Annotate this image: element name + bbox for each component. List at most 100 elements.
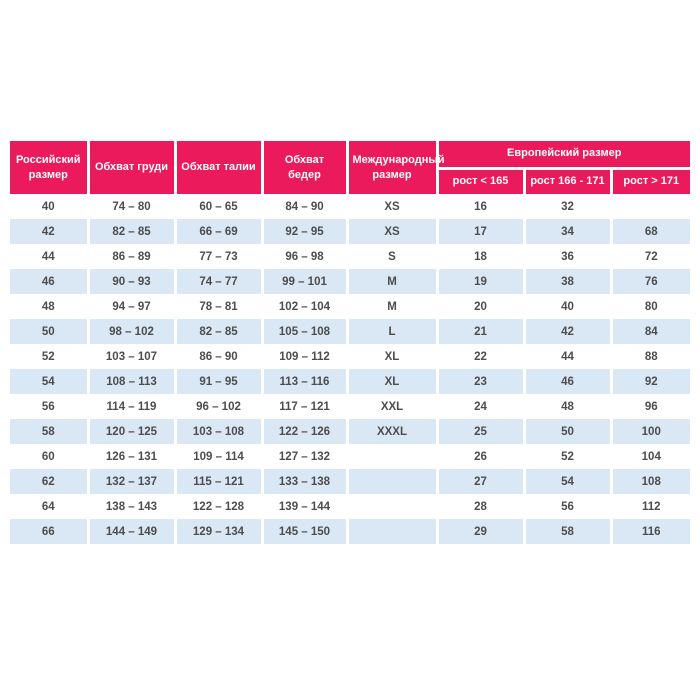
table-cell: 48 [522, 394, 611, 419]
header-waist: Обхват талии [173, 141, 262, 194]
table-row: 66 144 – 149 129 – 134 145 – 150 29 58 116 [10, 519, 691, 544]
table-cell: 17 [435, 219, 524, 244]
table-cell: 40 [10, 194, 88, 219]
table-cell [345, 444, 437, 469]
table-cell: 28 [435, 494, 524, 519]
table-cell: 66 [10, 519, 88, 544]
table-cell: 92 [609, 369, 691, 394]
table-cell: 24 [435, 394, 524, 419]
table-cell: XXXL [345, 419, 437, 444]
table-cell: 52 [10, 344, 88, 369]
table-cell: 26 [435, 444, 524, 469]
table-cell: 23 [435, 369, 524, 394]
table-cell: 34 [522, 219, 611, 244]
table-cell: 104 [609, 444, 691, 469]
table-cell: 88 [609, 344, 691, 369]
table-cell: 25 [435, 419, 524, 444]
table-cell: 103 – 108 [173, 419, 262, 444]
table-cell: 18 [435, 244, 524, 269]
table-cell: XS [345, 194, 437, 219]
table-cell: M [345, 294, 437, 319]
table-cell: 40 [522, 294, 611, 319]
table-cell: 80 [609, 294, 691, 319]
table-cell: 139 – 144 [260, 494, 347, 519]
table-row: 44 86 – 89 77 – 73 96 – 98 S 18 36 72 [10, 244, 691, 269]
table-cell: 58 [10, 419, 88, 444]
table-cell: 98 – 102 [86, 319, 175, 344]
header-russian-size: Российский размер [10, 141, 88, 194]
table-row: 46 90 – 93 74 – 77 99 – 101 M 19 38 76 [10, 269, 691, 294]
table-cell: 21 [435, 319, 524, 344]
table-row: 58 120 – 125 103 – 108 122 – 126 XXXL 25 50 100 [10, 419, 691, 444]
table-cell [345, 519, 437, 544]
table-cell: 114 – 119 [86, 394, 175, 419]
table-cell: 32 [522, 194, 611, 219]
table-cell: 46 [522, 369, 611, 394]
table-cell: 127 – 132 [260, 444, 347, 469]
table-cell: 122 – 126 [260, 419, 347, 444]
table-cell: 91 – 95 [173, 369, 262, 394]
table-cell: 82 – 85 [173, 319, 262, 344]
table-cell: 76 [609, 269, 691, 294]
table-row: 50 98 – 102 82 – 85 105 – 108 L 21 42 84 [10, 319, 691, 344]
header-international-size: Международный размер [345, 141, 445, 194]
size-chart-body: 40 74 – 80 60 – 65 84 – 90 XS 16 32 42 82 – 85 66… [10, 194, 691, 544]
table-cell: 66 – 69 [173, 219, 262, 244]
table-cell: 96 – 102 [173, 394, 262, 419]
table-cell: 56 [10, 394, 88, 419]
table-row: 40 74 – 80 60 – 65 84 – 90 XS 16 32 [10, 194, 691, 219]
table-cell: 92 – 95 [260, 219, 347, 244]
table-cell: S [345, 244, 437, 269]
header-height-166-171: рост 166 - 171 [522, 168, 611, 194]
table-cell: 52 [522, 444, 611, 469]
table-cell: 29 [435, 519, 524, 544]
table-cell: 58 [522, 519, 611, 544]
table-cell: 44 [522, 344, 611, 369]
table-cell: 60 – 65 [173, 194, 262, 219]
header-height-gt-171: рост > 171 [609, 168, 691, 194]
table-cell: 27 [435, 469, 524, 494]
table-cell [345, 494, 437, 519]
table-row: 64 138 – 143 122 – 128 139 – 144 28 56 112 [10, 494, 691, 519]
table-row: 60 126 – 131 109 – 114 127 – 132 26 52 104 [10, 444, 691, 469]
table-cell: 60 [10, 444, 88, 469]
table-cell: 100 [609, 419, 691, 444]
table-cell: 82 – 85 [86, 219, 175, 244]
header-chest: Обхват груди [86, 141, 175, 194]
table-row: 52 103 – 107 86 – 90 109 – 112 XL 22 44 88 [10, 344, 691, 369]
table-cell: 116 [609, 519, 691, 544]
table-cell: 84 [609, 319, 691, 344]
header-row-main: Российский размер Обхват груди Обхват та… [10, 141, 691, 194]
table-cell: 42 [10, 219, 88, 244]
table-cell: 86 – 90 [173, 344, 262, 369]
table-cell: 50 [10, 319, 88, 344]
table-cell: 120 – 125 [86, 419, 175, 444]
table-cell: 48 [10, 294, 88, 319]
table-cell: 46 [10, 269, 88, 294]
table-row: 62 132 – 137 115 – 121 133 – 138 27 54 108 [10, 469, 691, 494]
table-cell: 109 – 112 [260, 344, 347, 369]
table-cell: 109 – 114 [173, 444, 262, 469]
table-cell: 20 [435, 294, 524, 319]
table-row: 56 114 – 119 96 – 102 117 – 121 XXL 24 48 96 [10, 394, 691, 419]
table-cell: 115 – 121 [173, 469, 262, 494]
table-cell: XS [345, 219, 437, 244]
table-cell: 64 [10, 494, 88, 519]
table-cell: 105 – 108 [260, 319, 347, 344]
table-cell: XL [345, 369, 437, 394]
header-hips: Обхват бедер [260, 141, 347, 194]
table-row: 48 94 – 97 78 – 81 102 – 104 M 20 40 80 [10, 294, 691, 319]
size-chart-table: Российский размер Обхват груди Обхват та… [10, 141, 691, 544]
table-cell: 117 – 121 [260, 394, 347, 419]
table-cell: XL [345, 344, 437, 369]
table-cell: 108 – 113 [86, 369, 175, 394]
table-cell: 74 – 77 [173, 269, 262, 294]
table-cell [345, 469, 437, 494]
table-cell: 36 [522, 244, 611, 269]
table-cell: 68 [609, 219, 691, 244]
table-cell: 129 – 134 [173, 519, 262, 544]
table-cell: 99 – 101 [260, 269, 347, 294]
table-cell: 132 – 137 [86, 469, 175, 494]
table-cell: 42 [522, 319, 611, 344]
